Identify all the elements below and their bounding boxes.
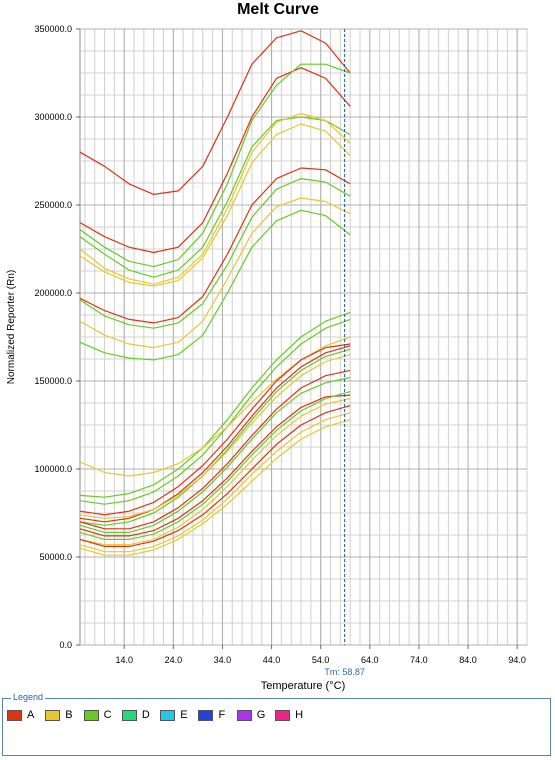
legend-label: G bbox=[256, 709, 266, 721]
legend-items: A B C D E F G H bbox=[7, 709, 313, 721]
series-line bbox=[79, 197, 351, 349]
series-line bbox=[79, 311, 351, 498]
x-tick-label: 34.0 bbox=[214, 655, 232, 665]
legend-swatch bbox=[275, 709, 291, 721]
x-tick-label: 94.0 bbox=[508, 655, 526, 665]
series-line bbox=[79, 369, 351, 530]
legend-item[interactable]: C bbox=[83, 709, 122, 721]
legend-label: E bbox=[180, 709, 188, 721]
chart-svg: Melt Curve Tm: 58.87 14.0 24.0 34.0 44.0 54.0 6… bbox=[6, 1, 528, 692]
series-line bbox=[79, 343, 351, 516]
legend-panel: Legend A B C D E F G H bbox=[2, 692, 551, 756]
x-tick-label: 64.0 bbox=[361, 655, 379, 665]
series-line bbox=[79, 412, 351, 553]
tm-marker-label: Tm: 58.87 bbox=[324, 667, 365, 677]
series-line bbox=[79, 67, 351, 254]
series-line bbox=[79, 348, 351, 526]
legend-swatch bbox=[121, 709, 137, 721]
series-line bbox=[79, 112, 351, 285]
x-tick-label: 84.0 bbox=[459, 655, 477, 665]
legend-swatch bbox=[45, 709, 61, 721]
y-tick-label: 50000.0 bbox=[39, 552, 72, 562]
series-line bbox=[79, 116, 351, 278]
legend-item[interactable]: B bbox=[45, 709, 83, 721]
y-tick-label: 100000.0 bbox=[34, 464, 72, 474]
series-line bbox=[79, 178, 351, 329]
legend-label: F bbox=[218, 709, 226, 721]
x-tick-label: 14.0 bbox=[115, 655, 133, 665]
y-tick-label: 150000.0 bbox=[34, 376, 72, 386]
legend-label: A bbox=[27, 709, 35, 721]
x-tick-label: 54.0 bbox=[312, 655, 330, 665]
legend-label: C bbox=[103, 709, 112, 721]
legend-label: B bbox=[65, 709, 73, 721]
legend-swatch bbox=[83, 709, 99, 721]
series-line bbox=[79, 63, 351, 268]
series-line bbox=[79, 209, 351, 361]
legend-swatch bbox=[160, 709, 176, 721]
legend-swatch bbox=[7, 709, 22, 721]
legend-item[interactable]: A bbox=[7, 709, 45, 721]
melt-curve-chart: Melt Curve Tm: 58.87 14.0 24.0 34.0 44.0 54.0 6… bbox=[6, 1, 528, 692]
series-line bbox=[79, 354, 351, 519]
series-line bbox=[79, 123, 351, 287]
y-tick-label: 250000.0 bbox=[34, 200, 72, 210]
y-axis-label: Normalized Reporter (Rn) bbox=[6, 270, 17, 384]
series-line bbox=[79, 419, 351, 556]
series-line bbox=[79, 394, 351, 537]
legend-swatch bbox=[236, 709, 252, 721]
y-tick-label: 350000.0 bbox=[34, 24, 72, 34]
series-line bbox=[79, 345, 351, 523]
legend-swatch bbox=[198, 709, 214, 721]
x-tick-label: 44.0 bbox=[263, 655, 281, 665]
series-line bbox=[79, 167, 351, 324]
legend-item[interactable]: E bbox=[160, 709, 198, 721]
legend-item[interactable]: F bbox=[198, 709, 236, 721]
legend-item[interactable]: H bbox=[275, 709, 313, 721]
series-line bbox=[79, 405, 351, 548]
y-tick-label: 300000.0 bbox=[34, 112, 72, 122]
legend-item[interactable]: G bbox=[236, 709, 275, 721]
x-tick-label: 24.0 bbox=[165, 655, 183, 665]
series-line bbox=[79, 398, 351, 546]
y-tick-label: 200000.0 bbox=[34, 288, 72, 298]
x-axis-label: Temperature (°C) bbox=[261, 680, 345, 692]
legend-label: D bbox=[141, 709, 150, 721]
legend-label: H bbox=[295, 709, 304, 721]
series-line bbox=[79, 318, 351, 505]
y-tick-label: 0.0 bbox=[59, 640, 72, 650]
x-tick-label: 74.0 bbox=[410, 655, 428, 665]
chart-title: Melt Curve bbox=[237, 1, 319, 18]
legend-title: Legend bbox=[11, 692, 46, 702]
series-line bbox=[79, 391, 351, 541]
series-line bbox=[79, 376, 351, 534]
series-line bbox=[79, 30, 351, 195]
legend-item[interactable]: D bbox=[121, 709, 160, 721]
